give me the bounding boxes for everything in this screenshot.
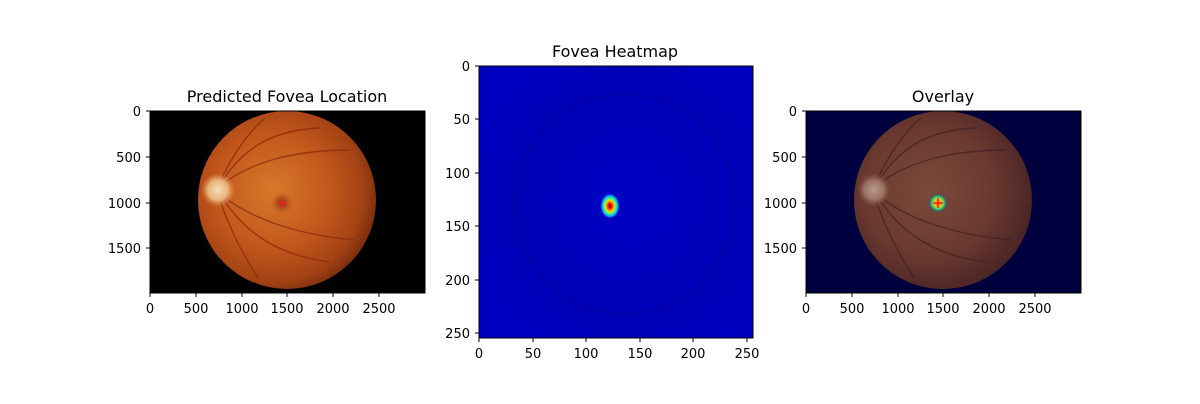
y-tick-label: 0 xyxy=(133,105,141,120)
x-tick-label: 2500 xyxy=(362,302,395,317)
y-tick-label: 1500 xyxy=(108,242,141,257)
panel-title: Fovea Heatmap xyxy=(552,42,678,61)
heatmap-hotspot xyxy=(600,193,620,219)
fundus-image xyxy=(150,111,425,293)
panel-fovea-heatmap: Fovea Heatmap 0 50 100 150 200 250 xyxy=(445,42,759,362)
x-tick-label: 0 xyxy=(146,302,154,317)
x-tick-label: 500 xyxy=(840,302,865,317)
x-tick-label: 100 xyxy=(574,347,599,362)
y-tick-label: 1500 xyxy=(764,242,797,257)
y-tick-label: 50 xyxy=(453,113,470,128)
y-tick-label: 500 xyxy=(772,151,797,166)
y-tick-label: 0 xyxy=(462,60,470,75)
x-tick-label: 0 xyxy=(802,302,810,317)
x-axis: 0 500 1000 1500 2000 2500 xyxy=(146,293,396,317)
panel-title: Overlay xyxy=(912,87,974,106)
x-tick-label: 1500 xyxy=(270,302,303,317)
x-tick-label: 2000 xyxy=(316,302,349,317)
x-tick-label: 500 xyxy=(184,302,209,317)
x-tick-label: 250 xyxy=(735,347,760,362)
x-axis: 0 50 100 150 200 250 xyxy=(475,338,760,362)
y-axis: 0 500 1000 1500 xyxy=(764,105,806,257)
panel-title: Predicted Fovea Location xyxy=(187,87,388,106)
y-tick-label: 250 xyxy=(445,327,470,342)
y-tick-label: 0 xyxy=(789,105,797,120)
x-tick-label: 50 xyxy=(525,347,542,362)
x-tick-label: 1500 xyxy=(926,302,959,317)
y-axis: 0 500 1000 1500 xyxy=(108,105,150,257)
y-tick-label: 150 xyxy=(445,220,470,235)
panel-overlay: Overlay 0 xyxy=(764,87,1082,317)
x-tick-label: 0 xyxy=(475,347,483,362)
x-tick-label: 200 xyxy=(681,347,706,362)
x-tick-label: 2000 xyxy=(972,302,1005,317)
x-tick-label: 2500 xyxy=(1018,302,1051,317)
x-tick-label: 1000 xyxy=(225,302,258,317)
fovea-marker xyxy=(933,198,943,208)
y-tick-label: 100 xyxy=(445,167,470,182)
panel-predicted-fovea: Predicted Fovea Location xyxy=(108,87,426,317)
x-tick-label: 150 xyxy=(628,347,653,362)
x-tick-label: 1000 xyxy=(881,302,914,317)
fovea-marker xyxy=(277,198,287,208)
overlay-image xyxy=(806,111,1081,293)
y-tick-label: 500 xyxy=(116,151,141,166)
heatmap-image xyxy=(479,66,753,338)
y-tick-label: 200 xyxy=(445,274,470,289)
axes-frame xyxy=(478,65,754,339)
y-tick-label: 1000 xyxy=(108,197,141,212)
y-axis: 0 50 100 150 200 250 xyxy=(445,60,479,342)
x-axis: 0 500 1000 1500 2000 2500 xyxy=(802,293,1052,317)
y-tick-label: 1000 xyxy=(764,197,797,212)
